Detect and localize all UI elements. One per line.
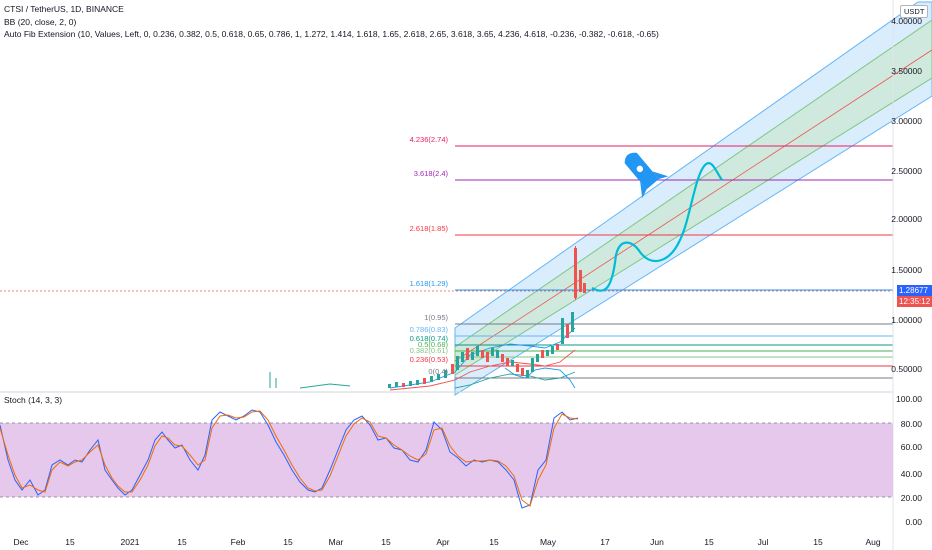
time-axis-label: 15 [813, 537, 823, 547]
currency-button[interactable]: USDT [900, 5, 929, 18]
rocket-icon [624, 152, 669, 199]
time-axis-label: Jul [757, 537, 769, 547]
time-axis-label: 15 [283, 537, 293, 547]
fib-lines[interactable] [455, 145, 893, 379]
time-axis-label: May [539, 537, 557, 547]
price-axis-label: 1.00000 [891, 315, 922, 325]
price-axis-label: 1.50000 [891, 265, 922, 275]
time-axis-label: Mar [328, 537, 344, 547]
fib-label: 4.236(2.74) [409, 135, 448, 144]
price-axis-label: 2.00000 [891, 214, 922, 224]
price-axis-label: 2.50000 [891, 166, 922, 176]
fib-label: 0.236(0.53) [409, 355, 448, 364]
fib-label: 0(0.4) [428, 367, 448, 376]
time-axis-label: 15 [177, 537, 187, 547]
fib-label: 0.382(0.61) [409, 346, 448, 355]
fib-label: 0.618(0.74) [409, 334, 448, 343]
fib-legend[interactable]: Auto Fib Extension (10, Values, Left, 0,… [4, 29, 659, 39]
time-axis-label: 17 [600, 537, 610, 547]
time-axis-label: Feb [230, 537, 246, 547]
time-axis-label: Jun [650, 537, 664, 547]
price-axis-label: 3.00000 [891, 116, 922, 126]
time-axis-label: 15 [381, 537, 391, 547]
candles[interactable] [269, 246, 586, 388]
stoch-band [0, 423, 893, 497]
fib-label: 0.786(0.83) [409, 325, 448, 334]
time-axis-label: 2021 [120, 537, 140, 547]
bollinger-bands [299, 327, 576, 391]
bb-legend[interactable]: BB (20, close, 2, 0) [4, 17, 77, 27]
price-axis-label: 4.00000 [891, 16, 922, 26]
stoch-axis-label: 60.00 [900, 442, 922, 452]
symbol-legend[interactable]: CTSI / TetherUS, 1D, BINANCE [4, 4, 124, 14]
countdown-tag: 12:35:12 [897, 296, 932, 307]
time-axis-label: 15 [704, 537, 714, 547]
stoch-legend[interactable]: Stoch (14, 3, 3) [4, 395, 63, 405]
stoch-axis-label: 20.00 [900, 493, 922, 503]
fib-label: 2.618(1.85) [409, 224, 448, 233]
stoch-lines [0, 409, 579, 509]
time-axis-label: Dec [13, 537, 29, 547]
price-axis-label: 0.50000 [891, 364, 922, 374]
fib-label: 0.5(0.68) [417, 340, 448, 349]
fib-label: 3.618(2.4) [413, 169, 448, 178]
time-axis-label: Apr [436, 537, 450, 547]
time-axis-label: Aug [865, 537, 881, 547]
stoch-axis-label: 80.00 [900, 419, 922, 429]
projection-arrow[interactable] [591, 162, 723, 292]
stoch-axis-label: 40.00 [900, 469, 922, 479]
last-price-tag: 1.28677 [897, 285, 932, 296]
fib-label: 1(0.95) [424, 313, 448, 322]
price-axis-label: 3.50000 [891, 66, 922, 76]
stoch-axis-label: 100.00 [896, 394, 922, 404]
fib-label: 1.618(1.29) [409, 279, 448, 288]
time-axis-label: 15 [489, 537, 499, 547]
time-axis-label: 15 [65, 537, 75, 547]
stoch-axis-label: 0.00 [905, 517, 922, 527]
